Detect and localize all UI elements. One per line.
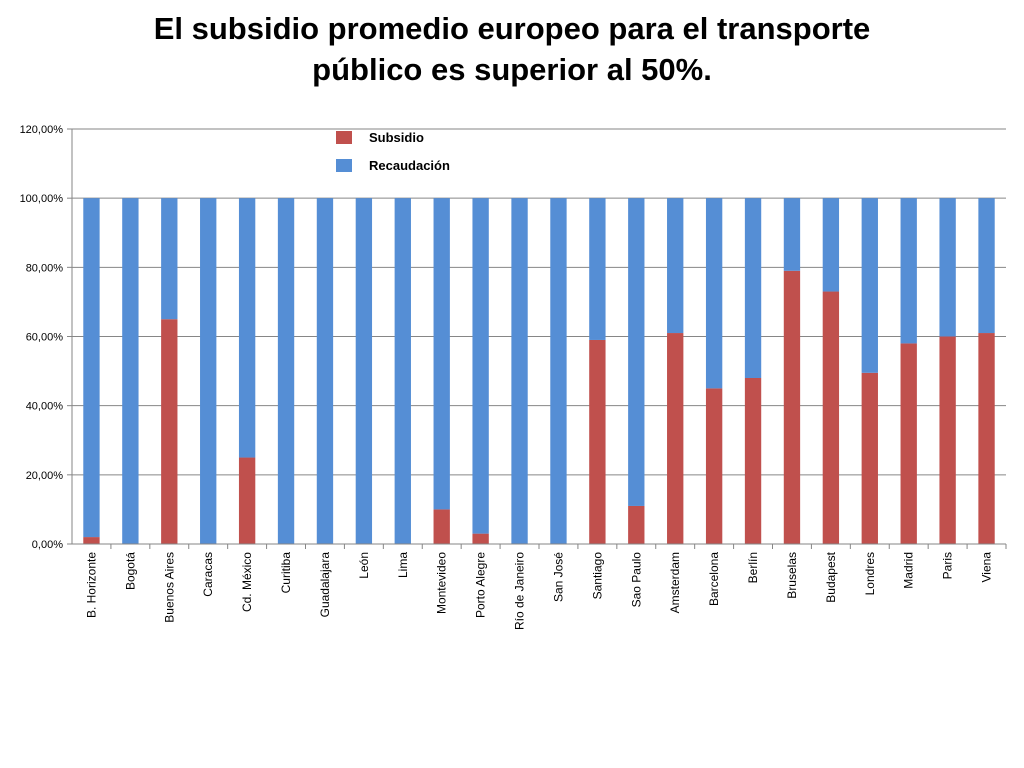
y-tick-label: 20,00% <box>26 470 64 482</box>
y-tick-label: 0,00% <box>32 539 63 551</box>
bar-recaudacin <box>978 198 995 334</box>
bar-subsidio <box>705 388 723 544</box>
bar-recaudacin <box>667 198 684 334</box>
y-tick-label: 120,00% <box>20 124 64 136</box>
legend-swatch <box>336 159 352 172</box>
bar-subsidio <box>628 505 645 544</box>
bar-subsidio <box>433 509 450 544</box>
x-tick-label: Berlín <box>746 552 760 583</box>
bar-subsidio <box>783 270 801 544</box>
bar-subsidio <box>822 291 840 544</box>
bar-recaudacin <box>277 198 295 544</box>
bar-recaudacin <box>238 198 256 458</box>
bar-recaudacin <box>550 198 567 544</box>
bar-recaudacin <box>511 198 528 544</box>
bar-recaudacin <box>161 198 178 320</box>
x-tick-label: Bruselas <box>785 552 799 599</box>
bar-subsidio <box>238 457 256 544</box>
x-tick-label: Río de Janeiro <box>513 552 527 630</box>
x-tick-label: Viena <box>980 552 994 583</box>
x-tick-label: Amsterdam <box>668 552 682 613</box>
bar-subsidio <box>744 378 762 544</box>
legend-label: Recaudación <box>369 158 450 173</box>
bar-recaudacin <box>316 198 334 544</box>
y-tick-label: 40,00% <box>26 401 64 413</box>
bar-recaudacin <box>628 198 645 506</box>
y-tick-label: 100,00% <box>20 193 64 205</box>
bar-recaudacin <box>744 198 762 378</box>
x-tick-label: León <box>357 552 371 579</box>
bar-subsidio <box>900 343 917 544</box>
x-tick-label: Londres <box>863 552 877 595</box>
chart-title-line-1: El subsidio promedio europeo para el tra… <box>153 11 871 46</box>
bar-subsidio <box>939 336 956 544</box>
bar-recaudacin <box>861 198 878 373</box>
x-tick-label: Buenos Aires <box>162 552 176 623</box>
x-tick-label: Curitiba <box>279 552 293 594</box>
legend: Subsidio Recaudación <box>336 130 450 173</box>
y-tick-label: 80,00% <box>26 262 64 274</box>
bar-subsidio <box>978 333 995 544</box>
x-tick-label: Porto Alegre <box>474 552 488 618</box>
x-axis: B. Horizonte Bogotá Buenos Aires Caracas Cd.… <box>72 543 1007 630</box>
x-tick-label: Montevideo <box>435 552 449 614</box>
x-tick-label: Lima <box>396 552 410 578</box>
bar-subsidio <box>589 339 606 544</box>
x-tick-label: Paris <box>941 552 955 579</box>
legend-swatch <box>336 131 352 144</box>
bar-recaudacin <box>122 198 139 544</box>
x-tick-label: Guadalajara <box>318 552 332 618</box>
chart-title-line-2: público es superior al 50%. <box>312 52 712 87</box>
x-tick-label: Caracas <box>201 552 215 597</box>
bar-recaudacin <box>83 198 100 538</box>
bar-recaudacin <box>589 198 606 340</box>
bar-subsidio <box>861 372 878 544</box>
bar-recaudacin <box>355 198 373 544</box>
x-tick-label: Cd. México <box>240 552 254 612</box>
chart-title: El subsidio promedio europeo para el tra… <box>0 8 1024 90</box>
x-tick-label: Budapest <box>824 551 838 602</box>
bar-recaudacin <box>472 198 489 534</box>
y-tick-label: 60,00% <box>26 332 64 344</box>
bar-recaudacin <box>822 198 840 292</box>
x-tick-label: San José <box>551 552 565 602</box>
x-tick-label: Sao Paulo <box>629 552 643 608</box>
x-tick-label: Bogotá <box>123 552 137 590</box>
x-tick-label: Barcelona <box>707 552 721 606</box>
bars <box>83 198 995 544</box>
x-tick-label: B. Horizonte <box>84 552 98 618</box>
bar-recaudacin <box>200 198 217 544</box>
bar-subsidio <box>83 537 100 544</box>
legend-label: Subsidio <box>369 130 424 145</box>
bar-recaudacin <box>433 198 450 510</box>
x-tick-label: Santiago <box>590 552 604 600</box>
bar-recaudacin <box>783 198 801 271</box>
y-axis: 0,00% 20,00% 40,00% 60,00% 80,00% 100,00% 120,… <box>20 124 73 551</box>
bar-subsidio <box>667 333 684 544</box>
bar-subsidio <box>161 319 178 544</box>
bar-recaudacin <box>394 198 411 544</box>
bar-recaudacin <box>939 198 956 337</box>
x-tick-label: Madrid <box>902 552 916 589</box>
bar-subsidio <box>472 533 489 544</box>
bar-recaudacin <box>900 198 917 344</box>
bar-recaudacin <box>705 198 723 389</box>
